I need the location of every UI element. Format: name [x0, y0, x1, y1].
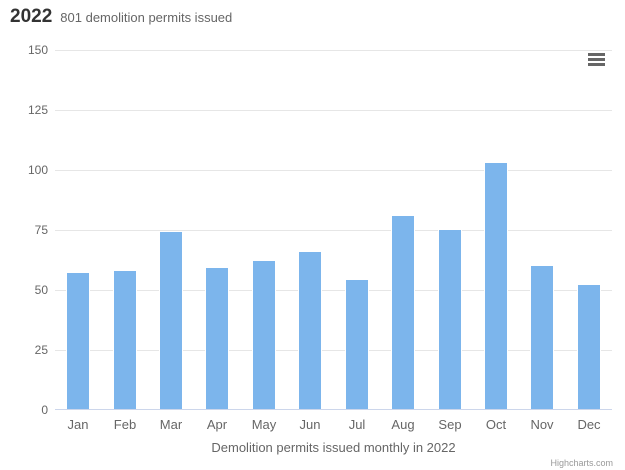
x-tick-label-may: May	[251, 417, 277, 432]
x-tick-label-aug: Aug	[391, 417, 415, 432]
chart-subtitle: 801 demolition permits issued	[60, 10, 233, 25]
x-tick-label-nov: Nov	[530, 417, 554, 432]
bar-aug[interactable]	[391, 215, 415, 409]
bar-jan[interactable]	[66, 272, 90, 409]
y-tick-label-100: 100	[27, 163, 48, 177]
x-tick-label-sep: Sep	[438, 417, 462, 432]
gridline-50	[55, 290, 612, 291]
x-axis-labels: Jan Feb Mar Apr May Jun Jul Aug Sep Oct Nov Dec	[55, 417, 612, 433]
y-tick-label-150: 150	[27, 43, 48, 57]
bar-sep[interactable]	[438, 229, 462, 409]
gridline-125	[55, 110, 612, 111]
x-axis-title: Demolition permits issued monthly in 202…	[211, 440, 456, 455]
bar-mar[interactable]	[159, 231, 183, 409]
bar-may[interactable]	[252, 260, 276, 409]
y-tick-label-25: 25	[34, 343, 48, 357]
bar-nov[interactable]	[530, 265, 554, 409]
gridline-100	[55, 170, 612, 171]
x-tick-label-apr: Apr	[206, 417, 228, 432]
gridline-25	[55, 350, 612, 351]
plot-area	[55, 50, 612, 410]
chart-context-menu-button[interactable]	[586, 51, 608, 69]
x-tick-label-jan: Jan	[67, 417, 89, 432]
chart-header: 2022 801 demolition permits issued	[10, 6, 232, 28]
y-tick-label-0: 0	[41, 403, 48, 417]
x-tick-label-mar: Mar	[159, 417, 183, 432]
y-tick-label-50: 50	[34, 283, 48, 297]
y-axis-labels: 0 25 50 75 100 125 150	[0, 43, 48, 417]
hamburger-icon	[588, 53, 606, 66]
x-tick-label-jun: Jun	[299, 417, 321, 432]
y-tick-label-75: 75	[34, 223, 48, 237]
y-tick-label-125: 125	[27, 103, 48, 117]
bar-feb[interactable]	[113, 270, 137, 409]
gridline-75	[55, 230, 612, 231]
chart-title: 2022	[10, 6, 53, 27]
bar-dec[interactable]	[577, 284, 601, 409]
x-tick-label-feb: Feb	[113, 417, 137, 432]
bar-jun[interactable]	[298, 251, 322, 409]
x-tick-label-dec: Dec	[577, 417, 601, 432]
gridline-150	[55, 50, 612, 51]
x-tick-label-oct: Oct	[485, 417, 507, 432]
x-tick-label-jul: Jul	[348, 417, 366, 432]
bar-jul[interactable]	[345, 279, 369, 409]
bar-apr[interactable]	[205, 267, 229, 409]
bar-oct[interactable]	[484, 162, 508, 409]
highcharts-credit-link[interactable]: Highcharts.com	[550, 458, 613, 468]
